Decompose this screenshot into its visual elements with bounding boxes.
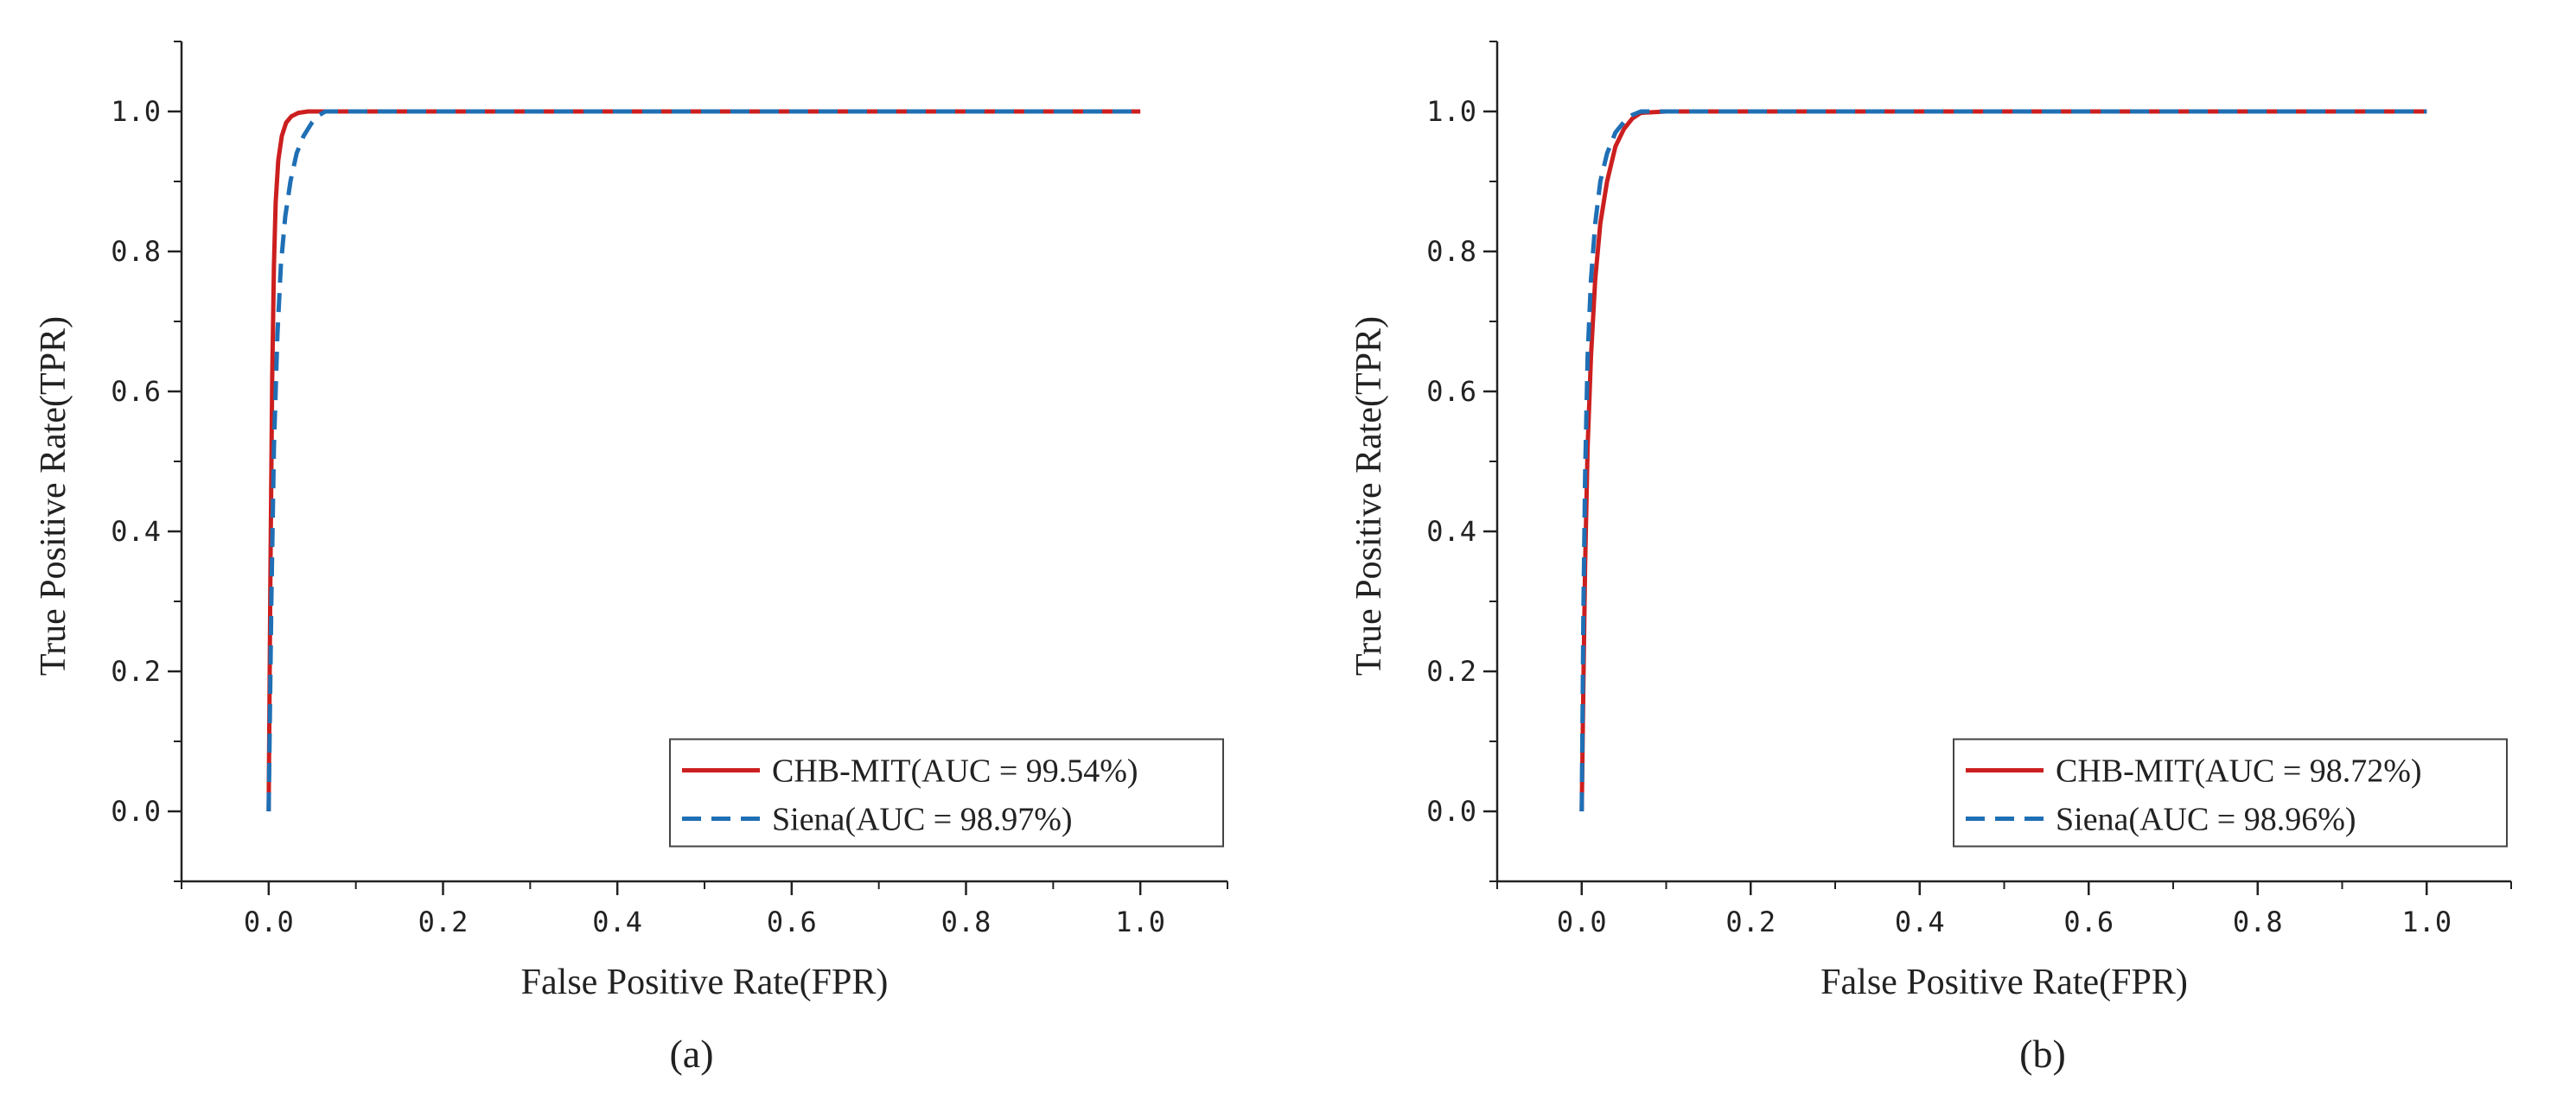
x-axis-label: False Positive Rate(FPR) xyxy=(1820,963,2188,1002)
x-tick-label: 0.2 xyxy=(418,906,469,938)
y-tick-label: 0.4 xyxy=(111,515,161,548)
y-tick-label: 0.0 xyxy=(1426,795,1476,828)
legend-box xyxy=(1953,738,2508,848)
y-tick-label: 0.2 xyxy=(111,655,161,688)
series-line-siena xyxy=(1579,109,2427,812)
y-tick-label: 0.8 xyxy=(111,235,161,268)
x-tick-label: 0.4 xyxy=(592,906,642,938)
legend-label: Siena(AUC = 98.96%) xyxy=(2056,802,2356,838)
x-tick-label: 0.6 xyxy=(767,906,817,938)
y-tick-label: 0.0 xyxy=(111,795,161,828)
y-tick-label: 0.6 xyxy=(111,375,161,408)
legend-box xyxy=(669,738,1224,848)
x-tick-label: 1.0 xyxy=(1115,906,1165,938)
series-line-siena xyxy=(266,109,1141,812)
x-tick-label: 0.0 xyxy=(1557,906,1607,938)
x-tick-label: 0.4 xyxy=(1895,906,1945,938)
y-tick-label: 1.0 xyxy=(1426,95,1476,128)
panel-label: (a) xyxy=(669,1032,713,1076)
legend-label: CHB-MIT(AUC = 99.54%) xyxy=(772,753,1138,790)
x-tick-label: 1.0 xyxy=(2401,906,2452,938)
x-tick-label: 0.2 xyxy=(1725,906,1776,938)
legend-label: CHB-MIT(AUC = 98.72%) xyxy=(2056,753,2422,790)
y-tick-label: 0.4 xyxy=(1426,515,1476,548)
roc-panel-a: 0.0 0.2 0.4 0.6 0.8 1.0 0.0 0.2 0.4 0.6 0.8 1.0 Fals… xyxy=(34,41,1228,1076)
x-tick-label: 0.6 xyxy=(2063,906,2114,938)
y-tick-label: 1.0 xyxy=(111,95,161,128)
y-tick-label: 0.8 xyxy=(1426,235,1476,268)
x-tick-label: 0.0 xyxy=(244,906,294,938)
roc-panel-b: 0.0 0.2 0.4 0.6 0.8 1.0 0.0 0.2 0.4 0.6 0.8 1.0 Fals… xyxy=(1349,41,2512,1076)
panel-label: (b) xyxy=(2019,1032,2066,1076)
legend-label: Siena(AUC = 98.97%) xyxy=(772,802,1073,838)
y-axis-label: True Positive Rate(TPR) xyxy=(1349,316,1389,676)
y-tick-label: 0.6 xyxy=(1426,375,1476,408)
x-tick-label: 0.8 xyxy=(2233,906,2283,938)
series-line-chb-mit xyxy=(1579,109,2427,812)
x-axis-label: False Positive Rate(FPR) xyxy=(521,963,889,1002)
y-tick-label: 0.2 xyxy=(1426,655,1476,688)
x-tick-label: 0.8 xyxy=(941,906,992,938)
y-axis-label: True Positive Rate(TPR) xyxy=(34,316,73,676)
series-line-chb-mit xyxy=(266,109,1141,812)
